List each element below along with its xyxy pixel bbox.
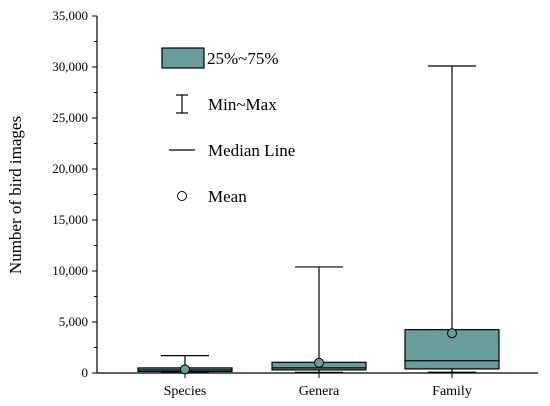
y-tick-label: 0 xyxy=(82,365,89,380)
mean-marker xyxy=(447,328,457,339)
legend-label: Min~Max xyxy=(208,95,277,114)
y-tick-label: 15,000 xyxy=(52,212,88,227)
x-tick-label: Species xyxy=(164,384,207,399)
axes: 0 5,000 10,000 15,000 20,000 25,000 30,000 35,0… xyxy=(52,8,538,399)
x-tick-label: Family xyxy=(432,384,472,399)
legend-mean-symbol xyxy=(177,191,187,201)
legend-label: 25%~75% xyxy=(207,49,279,68)
legend-box-symbol xyxy=(161,47,205,69)
legend: 25%~75% Min~Max Median Line Mean xyxy=(161,47,295,206)
y-tick-label: 30,000 xyxy=(52,59,88,74)
mean-marker xyxy=(180,364,190,375)
mean-marker xyxy=(314,357,324,368)
y-tick-label: 25,000 xyxy=(52,110,88,125)
y-tick-label: 5,000 xyxy=(59,314,88,329)
y-tick-label: 20,000 xyxy=(52,161,88,176)
chart-marks xyxy=(137,65,500,375)
y-tick-label: 35,000 xyxy=(52,8,88,23)
x-tick-label: Genera xyxy=(299,384,340,399)
y-axis-title: Number of bird images xyxy=(6,116,25,274)
y-tick-label: 10,000 xyxy=(52,263,88,278)
legend-label: Mean xyxy=(208,187,247,206)
legend-label: Median Line xyxy=(208,141,295,160)
